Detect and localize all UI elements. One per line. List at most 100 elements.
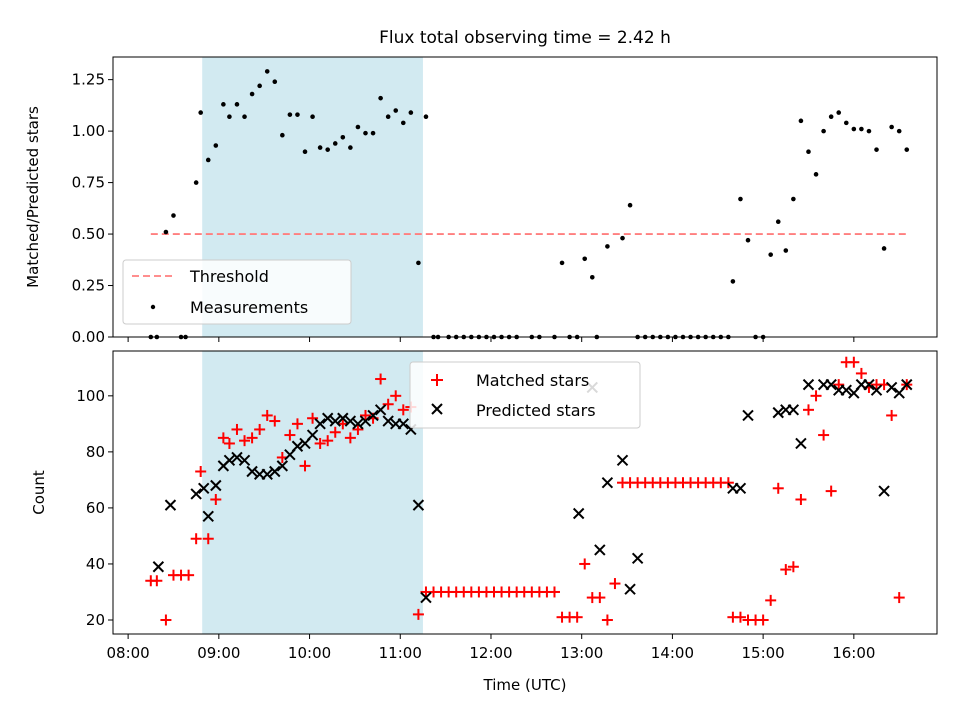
predicted-stars-points: [152, 378, 913, 604]
predicted-star-point: [594, 544, 606, 556]
x-tick-label: 13:00: [560, 644, 603, 662]
matched-star-point: [254, 423, 266, 435]
predicted-star-point: [231, 451, 243, 464]
measurement-point: [242, 114, 247, 120]
predicted-star-point: [321, 412, 334, 424]
bottom-plot-frame: [112, 350, 938, 635]
matched-star-point: [261, 409, 273, 421]
matched-star-point: [299, 460, 311, 472]
measurement-point: [193, 180, 199, 185]
predicted-star-point: [261, 468, 273, 480]
predicted-star-point: [616, 454, 629, 466]
bottom-legend-box: [409, 361, 641, 429]
measurement-point: [416, 260, 421, 266]
matched-star-point: [780, 564, 792, 576]
matched-star-point: [757, 614, 769, 626]
matched-star-point: [886, 409, 898, 421]
measurement-point: [221, 102, 226, 107]
measurement-point: [866, 128, 872, 134]
predicted-star-point: [223, 454, 236, 466]
predicted-star-point: [772, 406, 784, 419]
predicted-star-point: [374, 404, 387, 416]
measurement-point: [843, 120, 849, 126]
bottom-y-tick-label: 80: [86, 443, 105, 461]
predicted-star-point: [795, 437, 807, 450]
predicted-star-point: [631, 552, 644, 565]
measurement-point: [627, 202, 633, 208]
matched-star-point: [284, 429, 296, 441]
bottom-x-axis: 08:00 09:00 10:00 11:00 12:00 13:00 14:00 15:00…: [107, 634, 875, 662]
bottom-y-axis-label: Count: [30, 470, 48, 515]
matched-star-point: [314, 437, 326, 449]
matched-star-point: [291, 418, 303, 430]
measurement-point: [791, 196, 796, 202]
legend-matched-swatch: [431, 374, 443, 386]
legend-matched-label: Matched stars: [476, 371, 589, 390]
top-y-tick-label: 1.00: [72, 122, 105, 140]
measurement-point: [310, 114, 315, 120]
measurement-point: [836, 110, 842, 115]
measurement-point: [904, 147, 910, 152]
predicted-star-point: [190, 488, 202, 500]
predicted-star-point: [742, 409, 754, 422]
top-legend-box: [122, 259, 352, 325]
x-tick-label: 16:00: [832, 644, 875, 662]
measurement-point: [257, 83, 262, 89]
matched-star-point: [382, 398, 394, 410]
predicted-star-point: [198, 482, 210, 495]
matched-star-point: [344, 432, 356, 444]
predicted-star-point: [624, 583, 636, 595]
matched-star-point: [810, 390, 822, 402]
matched-star-point: [765, 594, 777, 606]
measurement-point: [559, 260, 565, 266]
measurement-point: [280, 132, 285, 138]
matched-star-point: [772, 482, 784, 494]
legend-threshold-label: Threshold: [189, 267, 269, 286]
predicted-star-point: [901, 378, 913, 391]
predicted-star-point: [246, 465, 258, 478]
matched-star-point: [246, 432, 258, 444]
legend-predicted-swatch: [431, 403, 443, 415]
measurement-point: [370, 130, 376, 136]
measurement-point: [768, 252, 773, 257]
measurement-point: [582, 256, 588, 262]
x-tick-label: 15:00: [742, 644, 785, 662]
predicted-star-point: [870, 384, 883, 396]
top-x-axis-ticks: [127, 337, 855, 342]
predicted-star-point: [164, 499, 177, 511]
chart-title: Flux total observing time = 2.42 h: [379, 28, 671, 48]
measurement-point: [264, 69, 270, 74]
measurement-point: [302, 149, 308, 155]
matched-star-point: [217, 432, 229, 444]
matched-star-point: [722, 477, 734, 489]
predicted-star-point: [152, 561, 165, 573]
measurement-point: [385, 114, 391, 120]
matched-star-point: [223, 437, 235, 449]
measurement-point: [821, 128, 826, 134]
measurement-point: [798, 118, 804, 124]
predicted-star-point: [210, 479, 222, 492]
measurement-point: [589, 274, 595, 280]
matched-star-point: [833, 379, 845, 391]
measurement-point: [408, 110, 414, 115]
x-tick-label: 08:00: [107, 644, 150, 662]
matched-star-point: [412, 608, 424, 620]
measurement-point: [738, 196, 743, 202]
predicted-star-point: [367, 409, 379, 422]
measurement-point: [881, 246, 887, 251]
predicted-star-point: [885, 381, 898, 394]
matched-star-point: [601, 614, 613, 626]
measurement-point: [806, 149, 811, 155]
bottom-legend: Matched stars Predicted stars: [409, 361, 641, 429]
matched-star-point: [397, 404, 409, 416]
matched-star-point: [239, 435, 251, 447]
measurement-point: [325, 147, 330, 152]
observing-window-shade-bottom: [202, 351, 423, 634]
x-tick-label: 09:00: [197, 644, 240, 662]
matched-star-point: [151, 575, 163, 587]
measurement-point: [355, 124, 361, 130]
top-y-axis: 0.00 0.25 0.50 0.75 1.00 1.25: [72, 71, 113, 346]
measurement-point: [348, 145, 353, 150]
measurement-point: [730, 279, 736, 284]
predicted-star-point: [306, 429, 319, 441]
